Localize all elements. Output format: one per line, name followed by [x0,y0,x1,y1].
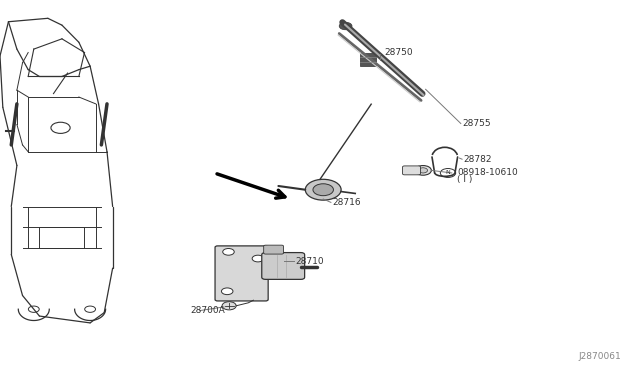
Text: 28750: 28750 [384,48,413,57]
Text: N: N [445,170,451,176]
Circle shape [252,255,264,262]
FancyBboxPatch shape [215,246,268,301]
Text: 28782: 28782 [463,155,492,164]
Circle shape [415,166,431,175]
Text: 28710: 28710 [296,257,324,266]
Circle shape [221,288,233,295]
Text: 28700A: 28700A [191,306,225,315]
FancyBboxPatch shape [360,53,376,66]
Circle shape [222,302,236,310]
Circle shape [313,184,333,196]
FancyBboxPatch shape [262,253,305,279]
Circle shape [419,168,428,173]
Text: 28716: 28716 [333,198,362,207]
Text: ( I ): ( I ) [457,175,472,184]
FancyBboxPatch shape [264,245,284,254]
Circle shape [223,248,234,255]
Circle shape [305,179,341,200]
Text: 08918-10610: 08918-10610 [457,169,518,177]
FancyBboxPatch shape [403,166,420,175]
Text: J2870061: J2870061 [578,352,621,361]
Circle shape [339,22,352,30]
Text: 28755: 28755 [462,119,491,128]
